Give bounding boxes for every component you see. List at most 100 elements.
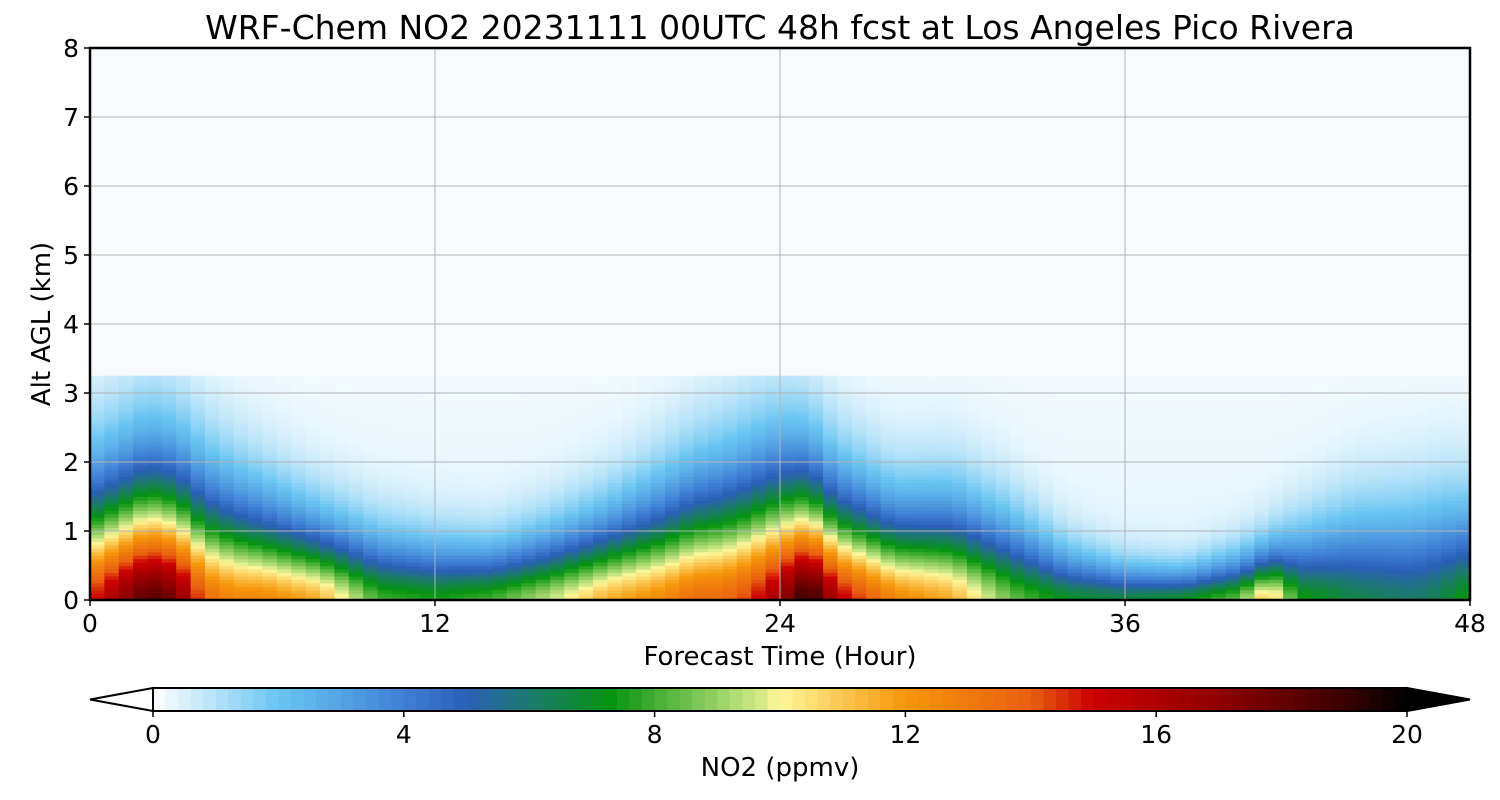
field-cell bbox=[104, 475, 120, 480]
field-cell bbox=[262, 472, 278, 477]
field-cell bbox=[248, 448, 264, 453]
field-cell bbox=[334, 430, 350, 435]
field-cell bbox=[406, 389, 422, 394]
field-cell bbox=[219, 393, 235, 398]
field-cell bbox=[161, 403, 177, 408]
field-cell bbox=[765, 430, 781, 435]
field-cell bbox=[118, 437, 134, 442]
field-cell bbox=[564, 424, 580, 429]
field-cell bbox=[205, 393, 220, 398]
field-cell bbox=[550, 420, 565, 425]
field-cell bbox=[305, 455, 321, 460]
field-cell bbox=[521, 565, 537, 570]
field-cell bbox=[1024, 482, 1040, 487]
field-cell bbox=[406, 579, 422, 584]
field-cell bbox=[751, 420, 767, 425]
field-cell bbox=[895, 534, 910, 539]
field-cell bbox=[837, 534, 853, 539]
field-cell bbox=[794, 544, 810, 549]
field-cell bbox=[736, 568, 752, 573]
field-cell bbox=[1038, 555, 1054, 560]
field-cell bbox=[1153, 396, 1169, 401]
field-cell bbox=[1038, 427, 1054, 432]
field-cell bbox=[995, 513, 1011, 518]
field-cell bbox=[391, 462, 407, 467]
field-cell bbox=[966, 586, 982, 591]
field-cell bbox=[190, 499, 206, 504]
field-cell bbox=[1168, 379, 1184, 384]
field-cell bbox=[118, 417, 134, 422]
field-cell bbox=[1153, 537, 1169, 542]
field-cell bbox=[176, 441, 192, 446]
field-cell bbox=[751, 455, 767, 460]
field-cell bbox=[377, 444, 393, 449]
field-cell bbox=[1168, 410, 1184, 415]
field-cell bbox=[665, 544, 680, 549]
field-cell bbox=[938, 579, 954, 584]
field-cell bbox=[176, 410, 192, 415]
field-cell bbox=[449, 575, 465, 580]
field-cell bbox=[1067, 424, 1083, 429]
field-cell bbox=[176, 496, 192, 501]
field-cell bbox=[808, 586, 824, 591]
field-cell bbox=[665, 399, 680, 404]
field-cell bbox=[1096, 572, 1112, 577]
field-cell bbox=[665, 499, 680, 504]
field-cell bbox=[1110, 479, 1126, 484]
field-cell bbox=[780, 455, 795, 460]
field-cell bbox=[535, 413, 551, 418]
field-cell bbox=[435, 517, 450, 522]
field-cell bbox=[923, 403, 939, 408]
field-cell bbox=[478, 524, 494, 529]
field-cell bbox=[981, 565, 997, 570]
field-cell bbox=[679, 562, 695, 567]
field-cell bbox=[1139, 393, 1155, 398]
field-cell bbox=[880, 479, 896, 484]
field-cell bbox=[276, 386, 292, 391]
field-cell bbox=[118, 462, 134, 467]
field-cell bbox=[578, 506, 594, 511]
field-cell bbox=[262, 503, 278, 508]
field-cell bbox=[391, 586, 407, 591]
field-cell bbox=[693, 437, 709, 442]
field-cell bbox=[1010, 517, 1025, 522]
field-cell bbox=[938, 582, 954, 587]
field-cell bbox=[765, 458, 781, 463]
field-cell bbox=[1139, 375, 1155, 380]
field-cell bbox=[449, 589, 465, 594]
field-cell bbox=[435, 472, 450, 477]
field-cell bbox=[1081, 472, 1097, 477]
field-cell bbox=[1153, 444, 1169, 449]
field-cell bbox=[550, 496, 565, 501]
field-cell bbox=[708, 582, 724, 587]
field-cell bbox=[866, 531, 882, 536]
field-cell bbox=[334, 579, 350, 584]
field-cell bbox=[736, 575, 752, 580]
field-cell bbox=[535, 575, 551, 580]
field-cell bbox=[621, 455, 637, 460]
field-cell bbox=[909, 568, 925, 573]
field-cell bbox=[291, 458, 307, 463]
field-cell bbox=[665, 479, 680, 484]
field-cell bbox=[837, 582, 853, 587]
field-cell bbox=[722, 551, 738, 556]
field-cell bbox=[1081, 393, 1097, 398]
field-cell bbox=[406, 441, 422, 446]
field-cell bbox=[780, 593, 795, 598]
field-cell bbox=[535, 399, 551, 404]
field-cell bbox=[679, 479, 695, 484]
field-cell bbox=[751, 596, 767, 600]
field-cell bbox=[147, 586, 163, 591]
field-cell bbox=[708, 379, 724, 384]
field-cell bbox=[133, 489, 149, 494]
field-cell bbox=[391, 451, 407, 456]
field-cell bbox=[636, 379, 652, 384]
field-cell bbox=[478, 596, 494, 600]
field-cell bbox=[765, 420, 781, 425]
field-cell bbox=[751, 575, 767, 580]
field-cell bbox=[550, 437, 565, 442]
field-cell bbox=[794, 455, 810, 460]
field-cell bbox=[1081, 562, 1097, 567]
field-cell bbox=[205, 534, 220, 539]
field-cell bbox=[1053, 524, 1069, 529]
